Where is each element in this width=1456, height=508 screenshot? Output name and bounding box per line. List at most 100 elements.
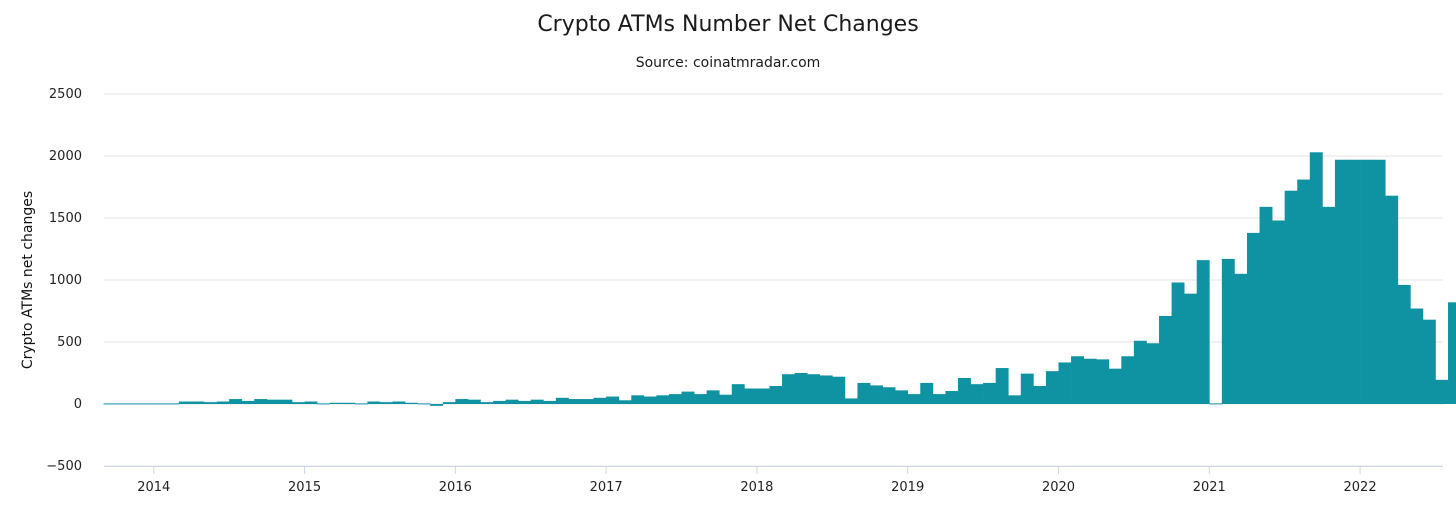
bar (1196, 260, 1210, 404)
x-tick-label: 2016 (439, 480, 472, 495)
bar (1058, 362, 1072, 404)
chart-subtitle: Source: coinatmradar.com (636, 55, 821, 71)
bar (229, 399, 243, 404)
bar (342, 402, 356, 404)
bar (870, 385, 883, 404)
bar (1272, 220, 1286, 404)
bar (254, 399, 268, 404)
x-tick-label: 2021 (1193, 480, 1226, 495)
x-tick-label: 2022 (1344, 480, 1377, 495)
bar (128, 403, 142, 405)
bar (1435, 379, 1449, 404)
bar (1385, 195, 1399, 404)
bar (1322, 206, 1336, 404)
bar (178, 401, 192, 404)
bar (1360, 159, 1373, 404)
bar (291, 402, 305, 404)
y-tick-label: 0 (74, 397, 82, 412)
bar (957, 377, 971, 404)
bar (354, 403, 368, 405)
bar (493, 400, 506, 404)
bar (1096, 359, 1110, 404)
bar (643, 396, 657, 404)
bar (983, 382, 997, 404)
bar (455, 399, 469, 404)
bar (895, 390, 909, 404)
y-axis-ticks: 2500 2000 1500 1000 500 0 −500 (46, 87, 82, 474)
bar (241, 400, 255, 404)
x-axis: 2014 2015 2016 2017 2018 2019 2020 2021 2022 (104, 466, 1443, 495)
bar (706, 390, 720, 404)
bar (1234, 273, 1248, 404)
bar (1083, 358, 1097, 404)
bar (593, 397, 607, 404)
bar (530, 399, 544, 404)
chart-title: Crypto ATMs Number Net Changes (537, 12, 918, 37)
y-tick-label: 1500 (49, 211, 82, 226)
bar (606, 396, 620, 404)
bar (1334, 159, 1348, 404)
bar (1372, 159, 1386, 404)
bar (279, 399, 293, 404)
bar (216, 401, 230, 404)
bar (920, 382, 934, 404)
bar (518, 400, 532, 404)
bar (744, 388, 758, 404)
bar (1448, 302, 1456, 404)
bar (719, 394, 733, 404)
x-tick-label: 2015 (288, 480, 321, 495)
y-tick-label: −500 (46, 459, 82, 474)
bar (1146, 343, 1160, 404)
bar (191, 401, 205, 404)
bar (832, 376, 846, 404)
bar (405, 402, 418, 404)
bar (694, 394, 707, 404)
bar (417, 403, 431, 405)
bar (819, 375, 833, 404)
bar (1159, 315, 1172, 404)
y-tick-label: 1000 (49, 273, 82, 288)
bar (103, 403, 117, 405)
bar (1071, 356, 1084, 404)
bar (794, 373, 808, 404)
bar (1184, 293, 1198, 404)
bar (932, 394, 946, 404)
x-tick-label: 2020 (1042, 480, 1075, 495)
x-tick-label: 2017 (590, 480, 623, 495)
bar (631, 395, 645, 404)
bar (116, 403, 129, 405)
bar (618, 400, 632, 404)
bar (1246, 232, 1260, 404)
bar (1221, 258, 1235, 404)
bar (480, 402, 494, 404)
bar (505, 399, 519, 404)
y-tick-label: 500 (57, 335, 82, 350)
bar (1033, 386, 1047, 404)
bar (1410, 308, 1424, 404)
bar (555, 397, 569, 404)
bar (668, 394, 682, 404)
bar (266, 399, 280, 404)
bar (1171, 282, 1185, 404)
bar (1108, 368, 1122, 404)
bar (1020, 373, 1034, 404)
bar (782, 374, 795, 404)
bar-series (103, 152, 1456, 406)
bar (442, 402, 456, 404)
bar (882, 387, 896, 404)
bar (1209, 403, 1223, 405)
bar (970, 384, 984, 404)
bar (317, 403, 331, 405)
bar (907, 394, 921, 404)
bar (568, 399, 582, 404)
bar (1297, 179, 1311, 404)
bar (945, 390, 959, 404)
y-tick-label: 2500 (49, 87, 82, 102)
bar (204, 402, 217, 404)
bar (392, 401, 406, 404)
bar (769, 386, 783, 404)
bar (1284, 190, 1298, 404)
bar (681, 391, 695, 404)
bar (1422, 319, 1436, 404)
bar (580, 399, 594, 404)
